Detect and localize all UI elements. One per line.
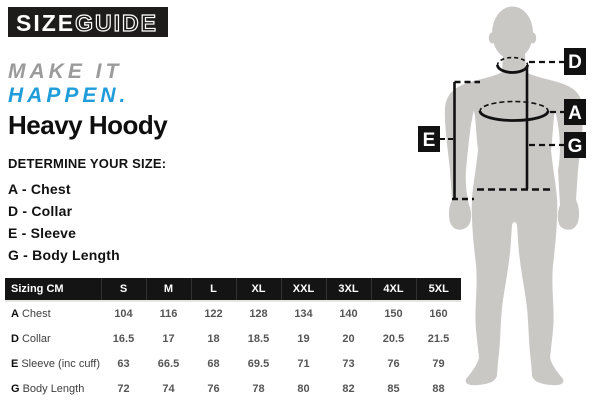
collar-label-letter: D <box>568 52 582 73</box>
col-header-l: L <box>191 278 237 301</box>
sleeve-label-badge: E <box>418 126 440 152</box>
size-table: Sizing CM S M L XL XXL 3XL 4XL 5XL A Ches… <box>5 278 461 401</box>
size-cell: 63 <box>117 357 130 370</box>
collar-label-badge: D <box>564 48 586 75</box>
size-cell: 19 <box>297 332 310 345</box>
col-header-m: M <box>146 278 192 301</box>
determine-item-sleeve: E - Sleeve <box>8 225 77 241</box>
row-key: E <box>11 357 19 370</box>
measurement-figure-diagram: D A G E <box>418 6 586 386</box>
size-cell: 74 <box>162 382 175 395</box>
table-row-collar: D Collar 16.5 17 18 18.5 19 20 20.5 21.5 <box>5 326 461 351</box>
row-label-text: Collar <box>21 332 51 345</box>
sleeve-label-letter: E <box>423 130 436 151</box>
row-label-sleeve: E Sleeve (inc cuff) <box>5 351 101 376</box>
size-cell: 150 <box>384 308 403 320</box>
size-cell: 140 <box>339 308 358 320</box>
row-label-text: Body Length <box>22 382 85 395</box>
table-row-sleeve: E Sleeve (inc cuff) 63 66.5 68 69.5 71 73… <box>5 351 461 376</box>
col-header-s: S <box>101 278 147 301</box>
size-cell: 122 <box>204 308 223 320</box>
size-cell: 104 <box>114 308 133 320</box>
size-cell: 17 <box>162 332 175 345</box>
tagline-make-it: MAKE IT <box>8 60 123 83</box>
male-silhouette <box>444 6 584 386</box>
logo-size-text: SIZE <box>16 10 76 36</box>
size-cell: 82 <box>342 382 355 395</box>
row-key: D <box>11 332 19 345</box>
size-cell: 134 <box>294 308 313 320</box>
row-key: A <box>11 308 19 320</box>
determine-item-collar: D - Collar <box>8 203 73 219</box>
determine-item-chest: A - Chest <box>8 181 71 197</box>
size-cell: 20.5 <box>382 332 405 345</box>
logo-guide-text: GUIDE <box>75 9 158 36</box>
size-cell: 85 <box>387 382 400 395</box>
col-header-xxl: XXL <box>281 278 327 301</box>
size-cell: 128 <box>249 308 268 320</box>
size-cell: 73 <box>342 357 355 370</box>
row-key: G <box>11 382 20 395</box>
size-cell: 72 <box>117 382 130 395</box>
col-header-5xl: 5XL <box>416 278 461 301</box>
row-label-chest: A Chest <box>5 301 101 326</box>
size-cell: 18.5 <box>247 332 270 345</box>
body-length-label-badge: G <box>564 132 586 158</box>
chest-measure-ellipse <box>478 100 550 122</box>
size-cell: 160 <box>429 308 448 320</box>
table-row-chest: A Chest 104 116 122 128 134 140 150 160 <box>5 301 461 326</box>
size-cell: 20 <box>342 332 355 345</box>
size-table-header-row: Sizing CM S M L XL XXL 3XL 4XL 5XL <box>5 278 461 301</box>
size-cell: 16.5 <box>112 332 135 345</box>
row-label-body-length: G Body Length <box>5 376 101 401</box>
collar-measure-ellipse <box>496 56 529 74</box>
col-header-3xl: 3XL <box>326 278 372 301</box>
size-cell: 79 <box>432 357 445 370</box>
size-cell: 69.5 <box>247 357 270 370</box>
size-cell: 78 <box>252 382 265 395</box>
col-header-xl: XL <box>236 278 282 301</box>
row-label-text: Sleeve (inc cuff) <box>21 357 101 370</box>
table-row-body-length: G Body Length 72 74 76 78 80 82 85 88 <box>5 376 461 401</box>
determine-item-body-length: G - Body Length <box>8 247 120 263</box>
row-label-text: Chest <box>21 308 51 320</box>
sizeguide-logo: SIZEGUIDE <box>8 7 168 37</box>
size-cell: 21.5 <box>427 332 450 345</box>
size-cell: 76 <box>207 382 220 395</box>
size-cell: 88 <box>432 382 445 395</box>
size-cell: 76 <box>387 357 400 370</box>
tagline-happen: HAPPEN. <box>8 84 130 107</box>
determine-your-size-section: DETERMINE YOUR SIZE: A - Chest D - Colla… <box>8 156 166 269</box>
chest-label-letter: A <box>568 103 582 124</box>
col-header-sizing-cm: Sizing CM <box>5 278 102 301</box>
size-cell: 66.5 <box>157 357 180 370</box>
size-cell: 116 <box>159 308 178 320</box>
sleeve-measure-bracket <box>452 80 480 201</box>
row-label-collar: D Collar <box>5 326 101 351</box>
col-header-4xl: 4XL <box>371 278 417 301</box>
body-length-label-letter: G <box>568 136 583 157</box>
determine-heading: DETERMINE YOUR SIZE: <box>8 156 167 171</box>
chest-label-badge: A <box>564 99 586 125</box>
size-cell: 18 <box>207 332 220 345</box>
size-cell: 68 <box>207 357 220 370</box>
product-title: Heavy Hoody <box>8 110 168 140</box>
size-cell: 80 <box>297 382 310 395</box>
size-cell: 71 <box>297 357 310 370</box>
